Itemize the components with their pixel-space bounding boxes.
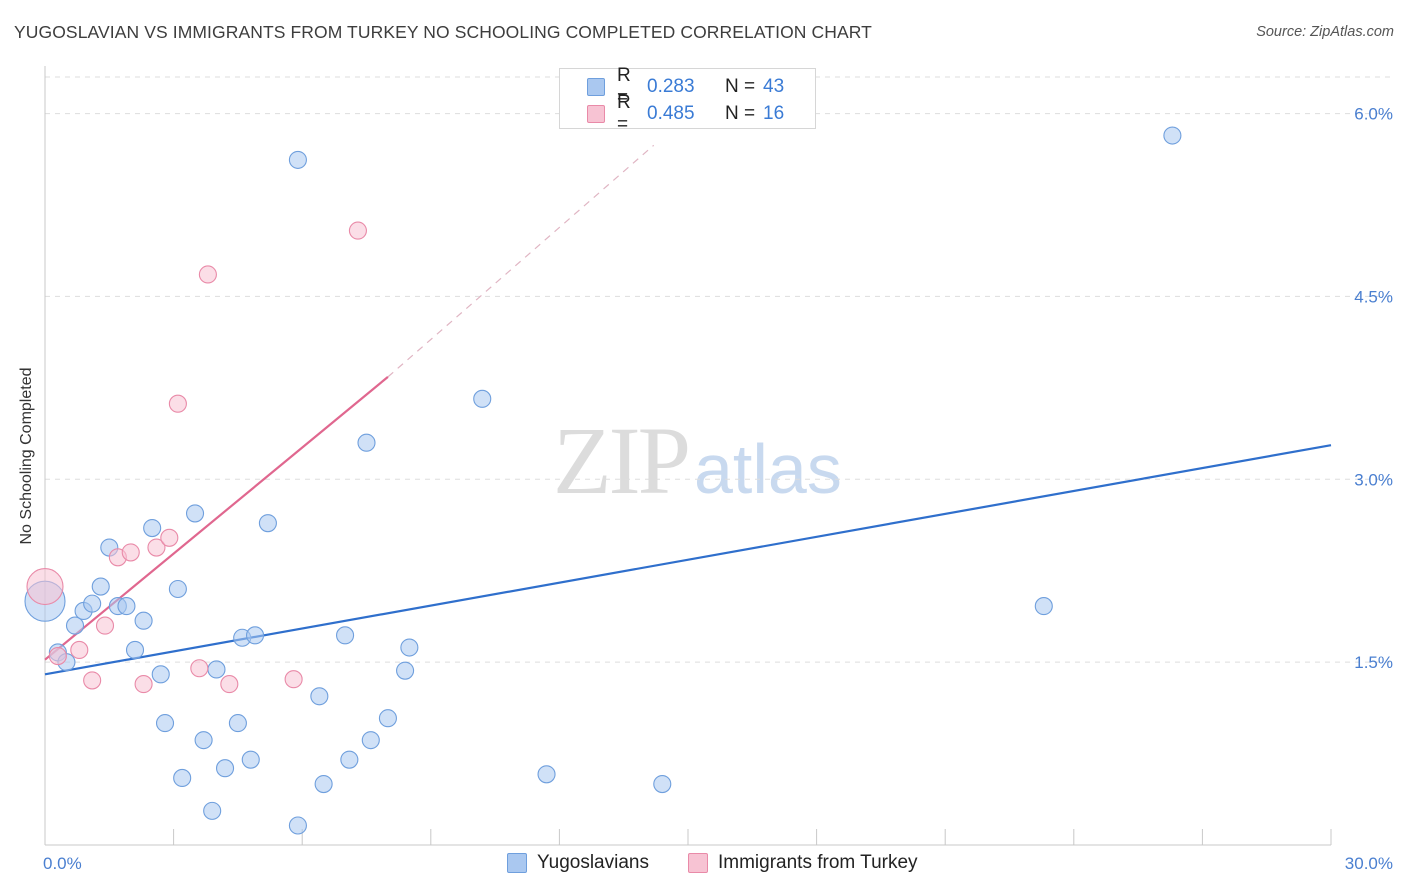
point-yugoslavians: [241, 750, 260, 769]
legend-n-label: N =: [725, 76, 756, 97]
legend-row-yugoslavians: R = 0.283 N = 43: [587, 65, 785, 108]
point-yugoslavians: [168, 579, 187, 599]
legend-swatch-blue: [507, 853, 527, 873]
point-yugoslavians: [473, 389, 492, 408]
point-yugoslavians: [117, 597, 136, 616]
legend-swatch-blue: [587, 78, 605, 96]
point-turkey: [134, 675, 153, 694]
y-tick-label: 3.0%: [1354, 470, 1393, 489]
point-yugoslavians: [336, 626, 355, 645]
legend-n-label: N =: [725, 103, 756, 124]
point-turkey: [160, 528, 179, 547]
trend-line-turkey-extension: [387, 144, 655, 378]
point-yugoslavians: [357, 433, 376, 452]
point-yugoslavians: [185, 504, 205, 523]
point-yugoslavians: [378, 709, 397, 728]
legend-item-turkey[interactable]: Immigrants from Turkey: [688, 852, 918, 874]
correlation-legend: R = 0.283 N = 43 R = 0.485 N = 16: [559, 65, 816, 135]
point-yugoslavians: [203, 801, 222, 820]
point-yugoslavians: [151, 665, 170, 684]
y-tick-label: 6.0%: [1354, 105, 1393, 124]
point-turkey: [48, 646, 67, 666]
point-yugoslavians: [310, 687, 329, 706]
legend-swatch-pink: [587, 105, 605, 123]
x-tick-label: 0.0%: [43, 854, 82, 873]
point-yugoslavians: [396, 661, 415, 680]
series-legend: Yugoslavians Immigrants from Turkey: [0, 852, 1406, 876]
source-credit: Source: ZipAtlas.com: [1256, 24, 1394, 40]
watermark-zip: ZIP: [553, 407, 691, 514]
watermark-atlas: atlas: [694, 430, 842, 508]
legend-r-value: 0.485: [647, 103, 695, 124]
legend-row-turkey: R = 0.485 N = 16: [587, 92, 785, 135]
point-turkey: [83, 671, 102, 690]
y-tick-label: 4.5%: [1354, 287, 1393, 306]
point-yugoslavians: [245, 626, 265, 645]
point-yugoslavians: [215, 759, 235, 778]
watermark: ZIPatlas: [553, 405, 842, 516]
y-tick-label: 1.5%: [1354, 653, 1393, 672]
point-turkey: [220, 675, 239, 694]
legend-label-yugoslavians: Yugoslavians: [537, 852, 649, 873]
point-turkey: [284, 670, 303, 689]
point-yugoslavians: [288, 816, 307, 835]
chart-title: YUGOSLAVIAN VS IMMIGRANTS FROM TURKEY NO…: [14, 22, 872, 42]
legend-r-label: R =: [617, 65, 631, 108]
point-turkey: [70, 640, 89, 660]
point-yugoslavians: [173, 768, 192, 788]
point-yugoslavians: [83, 594, 102, 613]
point-yugoslavians: [340, 750, 359, 769]
point-turkey: [95, 616, 115, 635]
legend-label-turkey: Immigrants from Turkey: [718, 852, 918, 873]
legend-swatch-pink: [688, 853, 708, 873]
point-yugoslavians: [1163, 126, 1182, 145]
point-yugoslavians: [65, 616, 85, 635]
point-yugoslavians: [155, 714, 175, 733]
legend-item-yugoslavians[interactable]: Yugoslavians: [507, 852, 649, 874]
point-yugoslavians: [125, 640, 145, 660]
point-yugoslavians: [653, 774, 672, 794]
point-yugoslavians: [288, 150, 307, 169]
point-yugoslavians: [143, 518, 162, 538]
point-turkey: [348, 221, 367, 240]
point-yugoslavians: [228, 714, 247, 733]
trend-lines: [44, 144, 1332, 676]
point-yugoslavians: [1034, 597, 1053, 616]
point-yugoslavians: [134, 611, 153, 630]
legend-n-value: 43: [763, 76, 785, 97]
point-turkey: [121, 543, 140, 562]
point-yugoslavians: [207, 660, 226, 679]
point-yugoslavians: [314, 774, 333, 794]
point-turkey: [198, 265, 217, 284]
point-yugoslavians: [258, 514, 277, 533]
tick-labels: 1.5% 3.0% 4.5% 6.0% 0.0% 30.0%: [43, 105, 1393, 873]
point-yugoslavians: [400, 638, 419, 657]
point-turkey: [190, 659, 209, 678]
legend-r-label: R =: [617, 92, 631, 135]
trend-line-turkey: [44, 376, 389, 661]
gridlines: [45, 76, 1395, 663]
x-tick-label: 30.0%: [1345, 854, 1393, 873]
point-yugoslavians: [537, 765, 556, 784]
legend-n-value: 16: [763, 103, 785, 124]
point-yugoslavians: [361, 731, 380, 750]
data-points: [24, 126, 1182, 835]
legend-r-value: 0.283: [647, 76, 695, 97]
point-turkey: [26, 568, 64, 606]
point-yugoslavians: [91, 577, 110, 596]
point-turkey: [168, 394, 187, 413]
point-yugoslavians: [194, 731, 213, 750]
point-turkey: [147, 538, 166, 557]
